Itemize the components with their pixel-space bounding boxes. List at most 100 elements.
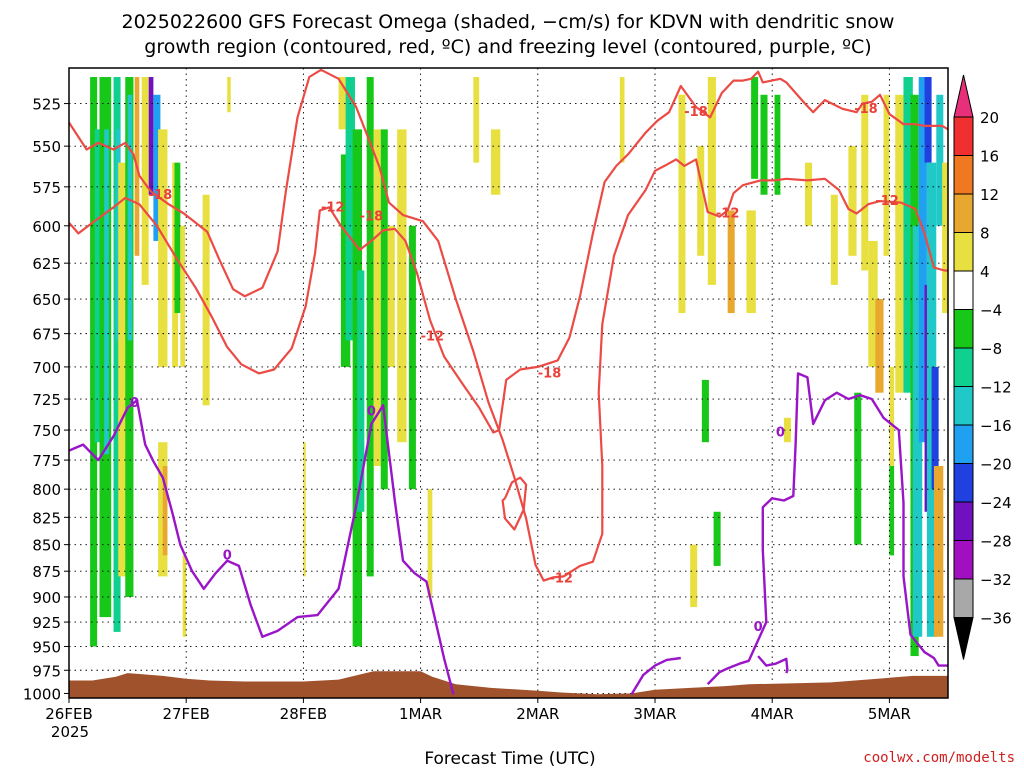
dgz-contour-line: [68, 70, 949, 434]
freezing-level-contour-line: [706, 372, 948, 686]
omega-band: [760, 94, 768, 195]
contour-label: -12: [875, 194, 899, 209]
colorbar-segment: [953, 463, 974, 503]
colorbar-segment: [953, 270, 974, 310]
contour-lines: [68, 68, 949, 695]
colorbar-tick-label: −4: [980, 302, 1002, 320]
omega-band: [113, 77, 121, 632]
omega-band: [707, 77, 716, 285]
x-tick-label: 3MAR: [633, 705, 676, 723]
colorbar-tick-label: −20: [980, 456, 1012, 474]
omega-band: [889, 465, 895, 556]
colorbar-tick-label: −36: [980, 610, 1012, 628]
contour-label: -18: [149, 188, 173, 203]
omega-band: [387, 225, 395, 367]
colorbar-segment: [953, 501, 974, 541]
omega-band: [182, 555, 187, 637]
colorbar-tick-label: −16: [980, 417, 1012, 435]
dgz-contour-line: [68, 68, 948, 582]
omega-band: [158, 129, 168, 367]
omega-band: [619, 77, 625, 163]
chart-title-line-1: 2025022600 GFS Forecast Omega (shaded, −…: [122, 11, 895, 33]
contour-label: 0: [130, 396, 139, 411]
omega-band: [180, 225, 186, 367]
colorbar-tick-label: 4: [980, 263, 990, 281]
y-tick-label: 925: [32, 614, 61, 632]
colorbar-segment: [953, 155, 974, 195]
y-tick-label: 675: [32, 326, 61, 344]
omega-band: [746, 210, 756, 314]
y-tick-label: 700: [32, 359, 61, 377]
omega-band: [473, 77, 480, 163]
colorbar-top-arrow: [953, 74, 974, 118]
omega-band: [701, 379, 709, 443]
y-tick-label: 575: [32, 179, 61, 197]
contour-labels: -18 -12 -18 -12 -18 -12 -18 -12 -18 -12 0 0 0 0 0: [130, 102, 899, 635]
omega-band: [727, 210, 735, 314]
omega-band: [303, 442, 306, 577]
y-tick-label: 525: [32, 96, 61, 114]
colorbar-tick-label: 8: [980, 225, 990, 243]
omega-band: [918, 77, 927, 443]
omega-band: [338, 77, 346, 130]
omega-band: [340, 154, 351, 367]
omega-band: [408, 225, 416, 490]
credit-link[interactable]: coolwx.com/modelts: [863, 750, 1015, 766]
omega-band: [690, 544, 698, 608]
y-tick-label: 800: [32, 481, 61, 499]
y-tick-label: 725: [32, 391, 61, 409]
y-tick-label: 950: [32, 638, 61, 656]
omega-band: [751, 77, 759, 179]
omega-band: [883, 94, 890, 256]
plot-area: -18 -12 -18 -12 -18 -12 -18 -12 -18 -12 0 0 0 0 0: [68, 67, 949, 699]
colorbar-tick-label: 12: [980, 186, 999, 204]
contour-label: -12: [321, 200, 345, 215]
y-tick-label: 850: [32, 537, 61, 555]
colorbar-tick-label: 20: [980, 109, 999, 127]
omega-band: [713, 511, 721, 566]
x-tick-label: 5MAR: [868, 705, 911, 723]
x-axis-ticks: 26FEB 27FEB 28FEB 1MAR 2MAR 3MAR 4MAR 5MAR: [45, 698, 911, 723]
contour-label: -18: [538, 366, 562, 381]
omega-band: [783, 417, 791, 443]
colorbar-segment: [953, 424, 974, 464]
dgz-contour-line: [501, 476, 528, 531]
chart-title-line-2: growth region (contoured, red, ºC) and f…: [144, 36, 871, 58]
contour-label: 0: [223, 548, 232, 563]
contour-label: -18: [854, 102, 878, 117]
x-axis-year: 2025: [51, 723, 89, 741]
omega-band: [861, 94, 869, 271]
omega-band: [848, 146, 857, 256]
omega-band: [830, 194, 838, 285]
colorbar-tick-label: 16: [980, 148, 999, 166]
freezing-level-contour-line: [68, 399, 455, 695]
colorbar-tick-label: −28: [980, 533, 1012, 551]
omega-band: [854, 392, 862, 545]
x-axis-label: Forecast Time (UTC): [424, 749, 595, 768]
omega-band: [141, 77, 149, 285]
y-tick-label: 875: [32, 563, 61, 581]
omega-band: [153, 94, 161, 241]
y-tick-label: 650: [32, 291, 61, 309]
omega-band: [357, 270, 365, 512]
omega-band: [774, 94, 781, 195]
omega-band: [104, 129, 109, 455]
omega-shading: [90, 77, 948, 657]
freezing-level-contour-line: [630, 656, 681, 695]
freezing-level-contour-line: [757, 655, 789, 674]
omega-band: [933, 465, 944, 637]
contour-label: -12: [421, 329, 445, 344]
colorbar-segment: [953, 386, 974, 426]
colorbar-segment: [953, 232, 974, 272]
y-tick-label: 625: [32, 255, 61, 273]
y-tick-label: 600: [32, 218, 61, 236]
omega-band: [397, 129, 407, 443]
omega-band: [875, 299, 884, 393]
omega-band: [148, 77, 154, 195]
x-tick-label: 26FEB: [45, 705, 92, 723]
y-tick-label: 900: [32, 589, 61, 607]
y-tick-label: 550: [32, 138, 61, 156]
omega-band: [427, 489, 433, 597]
y-tick-label: 750: [32, 422, 61, 440]
